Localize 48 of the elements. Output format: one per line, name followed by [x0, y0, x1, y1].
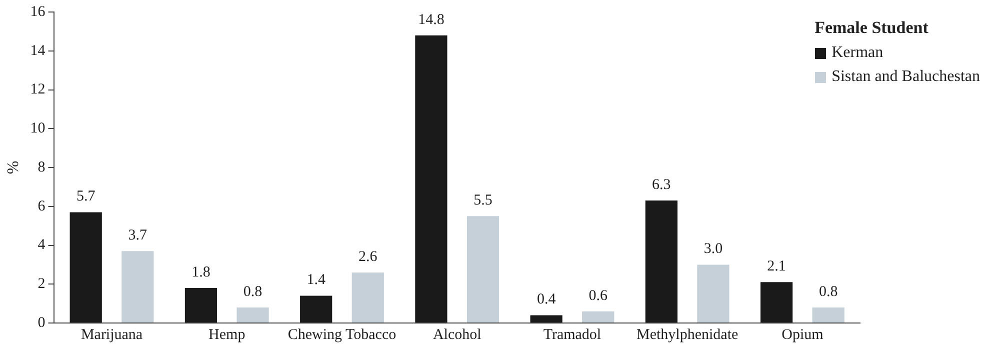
bar: [415, 35, 448, 322]
data-label: 5.5: [474, 192, 492, 209]
bar: [582, 311, 614, 322]
x-tick-label: Opium: [782, 326, 824, 343]
y-tick-label: 12: [30, 82, 46, 98]
x-tick-label: Tramadol: [543, 326, 602, 343]
data-label: 5.7: [76, 188, 96, 205]
legend-label: Sistan and Baluchestan: [832, 68, 980, 86]
data-label: 3.0: [704, 241, 723, 258]
bar: [70, 212, 102, 322]
y-tick-label: 6: [38, 198, 46, 214]
data-label: 0.8: [243, 284, 262, 300]
y-tick-label: 0: [38, 314, 46, 331]
data-label: 6.3: [652, 176, 671, 193]
bar: [184, 288, 218, 322]
bar: [300, 296, 332, 322]
x-tick-label: Hemp: [208, 326, 246, 343]
legend-title: Female Student: [814, 18, 930, 38]
bar: [466, 216, 500, 322]
bar: [760, 282, 793, 322]
x-tick-label: Alcohol: [432, 326, 482, 343]
y-tick-label: 2: [38, 276, 46, 292]
x-tick-label: Chewing Tobacco: [288, 326, 396, 343]
data-label: 2.1: [767, 258, 786, 275]
x-tick-label: Methylphenidate: [636, 326, 738, 343]
bar: [645, 200, 678, 322]
y-tick-label: 10: [30, 120, 46, 137]
bar: [352, 272, 384, 322]
data-label: 3.7: [128, 228, 148, 244]
data-label: 2.6: [358, 248, 378, 265]
y-axis-title: %: [4, 160, 22, 174]
x-tick-label: Marijuana: [80, 326, 143, 343]
y-tick-label: 4: [38, 237, 46, 254]
bar: [812, 307, 844, 322]
data-label: 0.8: [818, 284, 838, 300]
y-tick-label: 8: [38, 159, 46, 176]
data-label: 0.4: [536, 292, 556, 308]
y-tick-label: 16: [30, 4, 46, 20]
bar: [122, 251, 154, 322]
data-label: 14.8: [418, 12, 444, 28]
bar: [697, 264, 730, 322]
data-label: 1.4: [306, 272, 326, 288]
data-label: 0.6: [588, 288, 608, 304]
data-label: 1.8: [192, 264, 210, 280]
bar: [530, 315, 562, 322]
bar: [236, 307, 269, 322]
legend-label: Kerman: [832, 44, 884, 62]
y-tick-label: 14: [30, 42, 46, 59]
